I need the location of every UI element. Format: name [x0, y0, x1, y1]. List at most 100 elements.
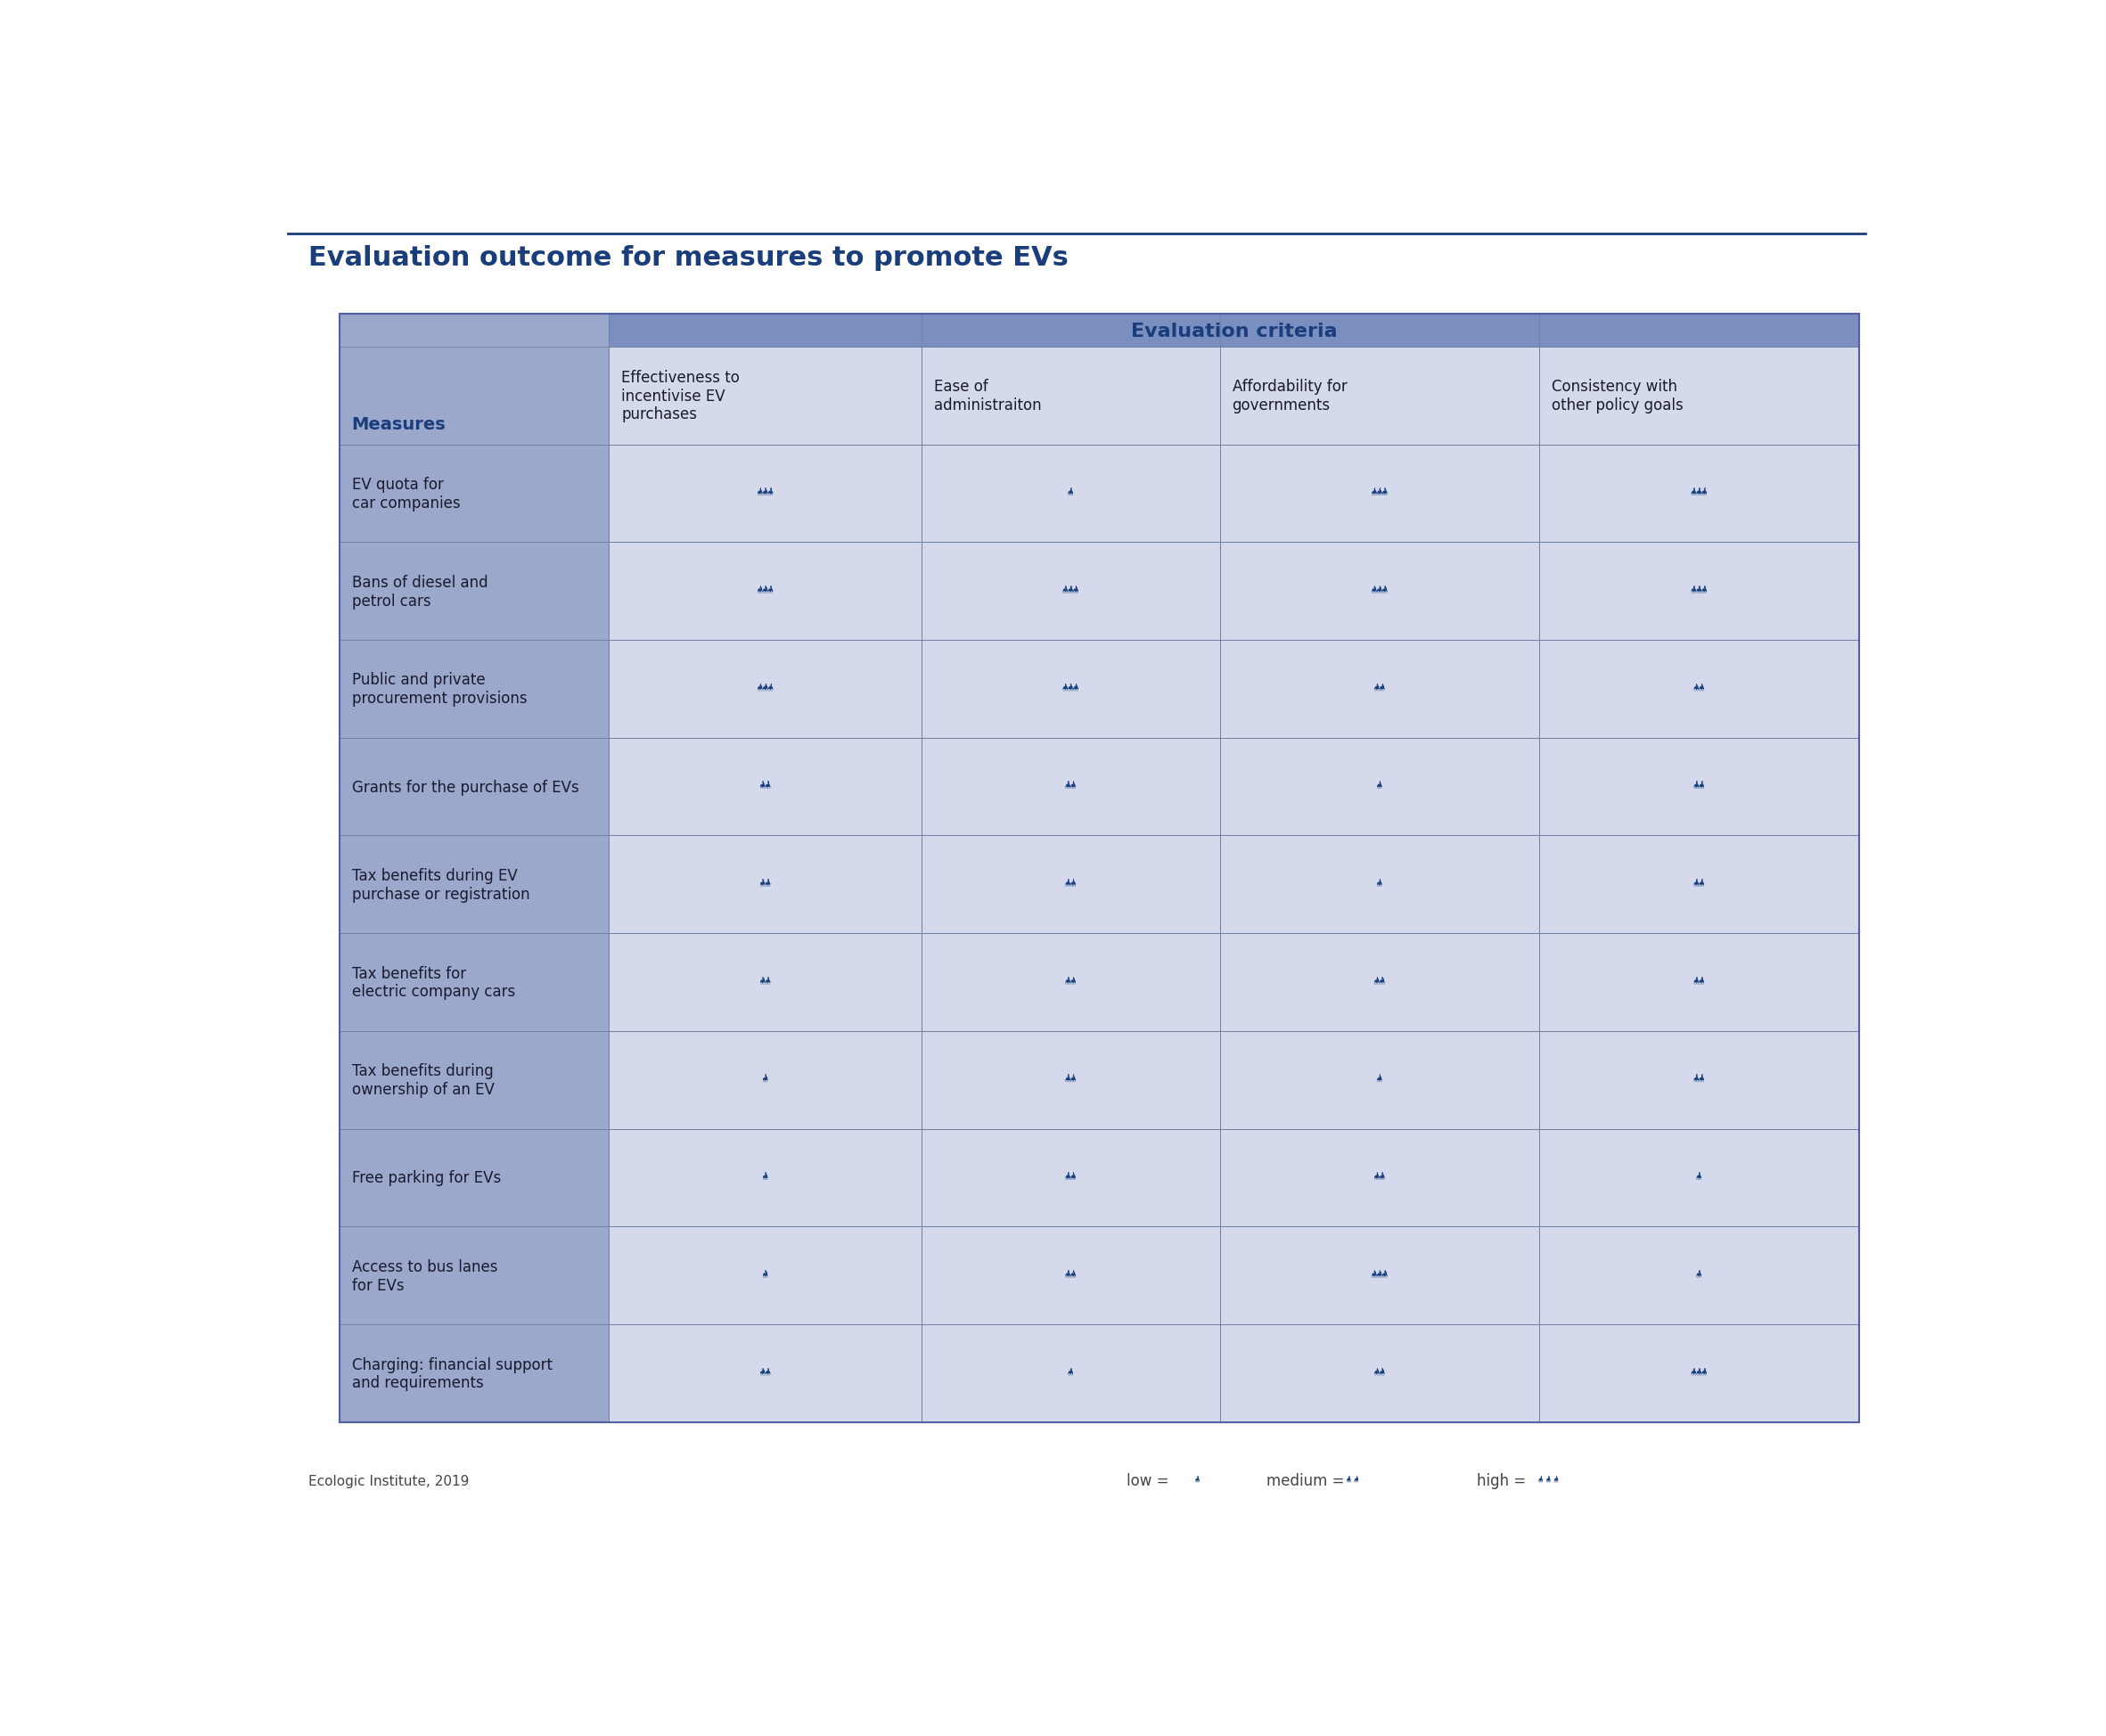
FancyBboxPatch shape [1068, 687, 1074, 691]
Bar [1219, 444, 1539, 543]
FancyBboxPatch shape [758, 687, 762, 691]
FancyBboxPatch shape [1070, 981, 1076, 983]
Bar [1219, 543, 1539, 641]
FancyBboxPatch shape [1371, 590, 1377, 592]
Text: Consistency with
other policy goals: Consistency with other policy goals [1552, 378, 1683, 413]
FancyBboxPatch shape [764, 884, 771, 885]
Text: Affordability for
governments: Affordability for governments [1232, 378, 1348, 413]
Bar [922, 444, 1219, 543]
Text: Evaluation outcome for measures to promote EVs: Evaluation outcome for measures to promo… [307, 245, 1068, 271]
Bar [609, 835, 922, 934]
Bar [922, 1325, 1219, 1422]
FancyBboxPatch shape [762, 493, 769, 495]
FancyBboxPatch shape [1377, 786, 1382, 788]
FancyBboxPatch shape [764, 1371, 771, 1375]
FancyBboxPatch shape [762, 590, 769, 592]
Text: Measures: Measures [352, 415, 446, 432]
Bar [922, 1031, 1219, 1128]
FancyBboxPatch shape [1074, 590, 1078, 592]
FancyBboxPatch shape [1371, 1274, 1377, 1276]
Bar [1219, 1325, 1539, 1422]
Bar [609, 444, 922, 543]
FancyBboxPatch shape [1700, 786, 1704, 788]
FancyBboxPatch shape [1375, 981, 1379, 983]
FancyBboxPatch shape [1697, 590, 1702, 592]
Bar [339, 314, 1860, 1422]
Bar [339, 934, 609, 1031]
FancyBboxPatch shape [1070, 1080, 1076, 1082]
Text: Free parking for EVs: Free parking for EVs [352, 1170, 501, 1186]
FancyBboxPatch shape [1691, 590, 1695, 592]
FancyBboxPatch shape [1066, 1177, 1070, 1179]
Text: Ease of
administraiton: Ease of administraiton [933, 378, 1042, 413]
Bar [339, 641, 609, 738]
Text: Tax benefits for
electric company cars: Tax benefits for electric company cars [352, 965, 516, 1000]
Bar [1539, 835, 1860, 934]
FancyBboxPatch shape [1693, 1080, 1700, 1082]
FancyBboxPatch shape [1066, 1080, 1070, 1082]
FancyBboxPatch shape [1068, 590, 1074, 592]
Bar [1219, 1031, 1539, 1128]
Bar [1219, 641, 1539, 738]
Text: Tax benefits during EV
purchase or registration: Tax benefits during EV purchase or regis… [352, 868, 529, 903]
FancyBboxPatch shape [764, 786, 771, 788]
Bar [609, 1128, 922, 1227]
Bar [1539, 1128, 1860, 1227]
FancyBboxPatch shape [760, 884, 764, 885]
FancyBboxPatch shape [1070, 786, 1076, 788]
FancyBboxPatch shape [1693, 786, 1700, 788]
FancyBboxPatch shape [764, 981, 771, 983]
FancyBboxPatch shape [1702, 1371, 1706, 1375]
FancyBboxPatch shape [1074, 687, 1078, 691]
FancyBboxPatch shape [1382, 1274, 1388, 1276]
Bar [609, 641, 922, 738]
FancyBboxPatch shape [1702, 493, 1706, 495]
Text: Charging: financial support
and requirements: Charging: financial support and requirem… [352, 1356, 552, 1391]
Text: Tax benefits during
ownership of an EV: Tax benefits during ownership of an EV [352, 1062, 495, 1097]
FancyBboxPatch shape [1697, 493, 1702, 495]
Bar [922, 934, 1219, 1031]
Bar [1219, 738, 1539, 835]
Bar [609, 1031, 922, 1128]
Bar [609, 738, 922, 835]
FancyBboxPatch shape [1377, 590, 1382, 592]
FancyBboxPatch shape [1379, 687, 1384, 691]
Text: high =: high = [1476, 1472, 1525, 1488]
FancyBboxPatch shape [1066, 884, 1070, 885]
Bar [339, 835, 609, 934]
FancyBboxPatch shape [1070, 1177, 1076, 1179]
FancyBboxPatch shape [1066, 786, 1070, 788]
FancyBboxPatch shape [762, 1274, 769, 1276]
FancyBboxPatch shape [1693, 884, 1700, 885]
Bar [1219, 1227, 1539, 1325]
Bar [609, 1325, 922, 1422]
FancyBboxPatch shape [758, 590, 762, 592]
FancyBboxPatch shape [1691, 493, 1695, 495]
Text: low =: low = [1127, 1472, 1169, 1488]
Bar [609, 543, 922, 641]
FancyBboxPatch shape [1382, 493, 1388, 495]
Bar [922, 1227, 1219, 1325]
Bar [339, 1325, 609, 1422]
FancyBboxPatch shape [1375, 1177, 1379, 1179]
Text: Access to bus lanes
for EVs: Access to bus lanes for EVs [352, 1259, 497, 1293]
Bar [339, 444, 609, 543]
Bar [1539, 543, 1860, 641]
FancyBboxPatch shape [1379, 1371, 1384, 1375]
Bar [922, 835, 1219, 934]
Text: Evaluation criteria: Evaluation criteria [1131, 321, 1337, 340]
Bar [609, 1227, 922, 1325]
FancyBboxPatch shape [769, 687, 773, 691]
Bar [1539, 641, 1860, 738]
Text: Effectiveness to
incentivise EV
purchases: Effectiveness to incentivise EV purchase… [621, 370, 739, 422]
Bar [1539, 934, 1860, 1031]
Bar [1539, 1325, 1860, 1422]
Bar [339, 1227, 609, 1325]
Bar [1219, 934, 1539, 1031]
Bar [609, 314, 1860, 347]
FancyBboxPatch shape [1379, 981, 1384, 983]
FancyBboxPatch shape [1693, 687, 1700, 691]
FancyBboxPatch shape [1375, 687, 1379, 691]
FancyBboxPatch shape [1697, 1371, 1702, 1375]
Bar [1539, 1227, 1860, 1325]
